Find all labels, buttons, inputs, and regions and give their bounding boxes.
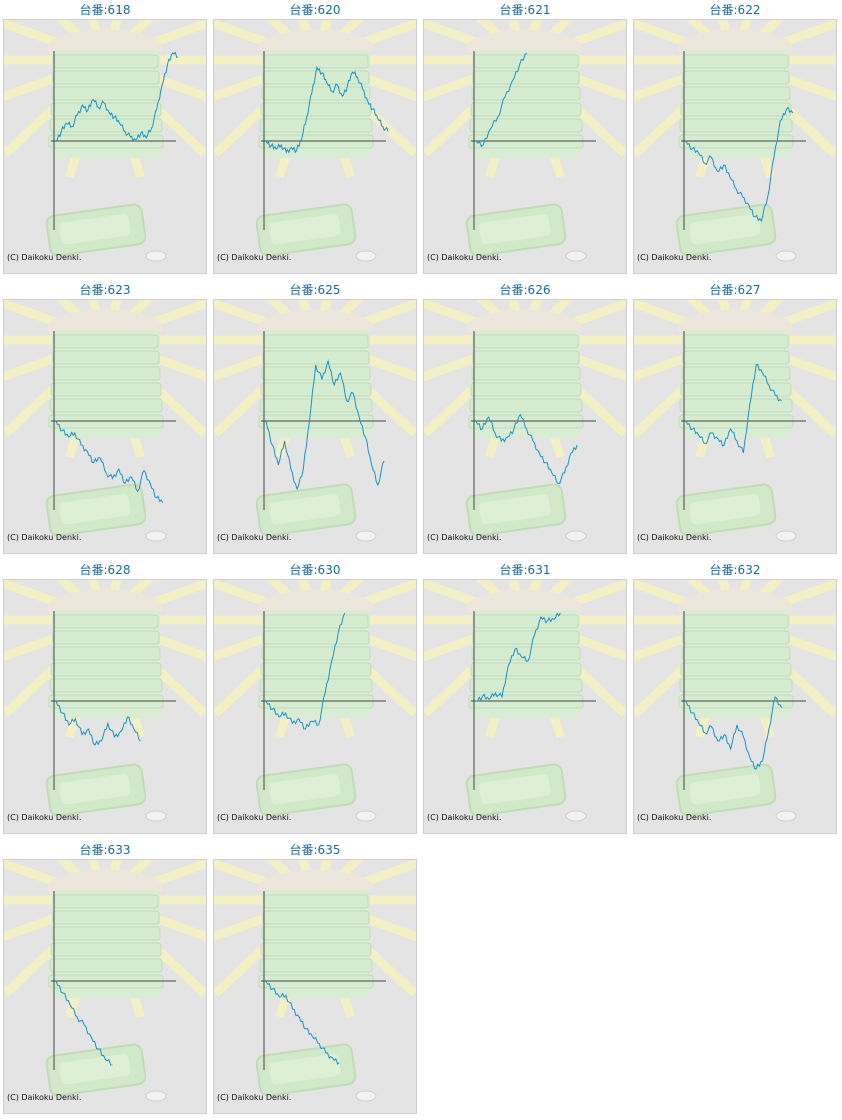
slump-plot — [51, 891, 176, 1070]
machine-card: 台番:621 (C) Daikoku Denki. — [423, 0, 627, 276]
machine-number-title[interactable]: 台番:628 — [79, 563, 131, 577]
slump-plot — [471, 331, 596, 510]
background-illustration — [4, 300, 206, 553]
slump-graph: (C) Daikoku Denki. — [633, 19, 837, 274]
background-illustration — [424, 20, 626, 273]
slump-line — [265, 612, 346, 730]
machine-number-title[interactable]: 台番:623 — [79, 283, 131, 297]
copyright-text: (C) Daikoku Denki. — [217, 813, 292, 822]
slump-line — [685, 363, 782, 454]
slump-plot — [261, 891, 386, 1070]
machine-card: 台番:633 (C) Daikoku Denki. — [3, 840, 207, 1116]
machine-number-title[interactable]: 台番:621 — [499, 3, 551, 17]
machine-number-title[interactable]: 台番:633 — [79, 843, 131, 857]
slump-line — [475, 52, 528, 148]
machine-card: 台番:632 (C) Daikoku Denki. — [633, 560, 837, 836]
background-illustration — [634, 300, 836, 553]
machine-number-title[interactable]: 台番:620 — [289, 3, 341, 17]
machine-card: 台番:625 (C) Daikoku Denki. — [213, 280, 417, 556]
slump-line — [55, 980, 113, 1066]
copyright-text: (C) Daikoku Denki. — [217, 1093, 292, 1102]
slump-graph: (C) Daikoku Denki. — [423, 579, 627, 834]
slump-graph: (C) Daikoku Denki. — [633, 579, 837, 834]
copyright-text: (C) Daikoku Denki. — [217, 253, 292, 262]
machine-card: 台番:627 (C) Daikoku Denki. — [633, 280, 837, 556]
background-illustration — [4, 20, 206, 273]
background-illustration — [214, 860, 416, 1113]
slump-plot — [471, 611, 596, 790]
slump-graph: (C) Daikoku Denki. — [423, 299, 627, 554]
machine-card: 台番:623 (C) Daikoku Denki. — [3, 280, 207, 556]
slump-line — [55, 420, 164, 503]
background-illustration — [424, 580, 626, 833]
machine-number-title[interactable]: 台番:630 — [289, 563, 341, 577]
machine-number-title[interactable]: 台番:626 — [499, 283, 551, 297]
slump-plot — [51, 611, 176, 790]
slump-graph: (C) Daikoku Denki. — [3, 859, 207, 1114]
machine-card: 台番:622 (C) Daikoku Denki. — [633, 0, 837, 276]
machine-number-title[interactable]: 台番:632 — [709, 563, 761, 577]
copyright-text: (C) Daikoku Denki. — [637, 813, 712, 822]
slump-graph: (C) Daikoku Denki. — [213, 299, 417, 554]
machine-number-title[interactable]: 台番:631 — [499, 563, 551, 577]
copyright-text: (C) Daikoku Denki. — [427, 813, 502, 822]
copyright-text: (C) Daikoku Denki. — [7, 1093, 82, 1102]
slump-plot — [261, 51, 389, 230]
slump-line — [475, 612, 561, 702]
slump-graph: (C) Daikoku Denki. — [213, 19, 417, 274]
slump-plot — [681, 611, 806, 790]
slump-line — [475, 413, 578, 484]
slump-graph: (C) Daikoku Denki. — [3, 299, 207, 554]
slump-graph: (C) Daikoku Denki. — [213, 859, 417, 1114]
copyright-text: (C) Daikoku Denki. — [217, 533, 292, 542]
slump-line — [55, 51, 179, 142]
machine-number-title[interactable]: 台番:627 — [709, 283, 761, 297]
slump-line — [685, 696, 783, 770]
slump-graph: (C) Daikoku Denki. — [423, 19, 627, 274]
machine-card: 台番:626 (C) Daikoku Denki. — [423, 280, 627, 556]
background-illustration — [214, 300, 416, 553]
background-illustration — [214, 20, 416, 273]
machine-card: 台番:630 (C) Daikoku Denki. — [213, 560, 417, 836]
background-illustration — [634, 20, 836, 273]
machine-card: 台番:631 (C) Daikoku Denki. — [423, 560, 627, 836]
copyright-text: (C) Daikoku Denki. — [637, 253, 712, 262]
background-illustration — [4, 580, 206, 833]
machine-number-title[interactable]: 台番:618 — [79, 3, 131, 17]
slump-plot — [51, 51, 179, 230]
slump-plot — [681, 331, 806, 510]
copyright-text: (C) Daikoku Denki. — [7, 813, 82, 822]
slump-line — [265, 980, 340, 1065]
machine-card: 台番:620 (C) Daikoku Denki. — [213, 0, 417, 276]
copyright-text: (C) Daikoku Denki. — [637, 533, 712, 542]
copyright-text: (C) Daikoku Denki. — [7, 533, 82, 542]
background-illustration — [214, 580, 416, 833]
machine-number-title[interactable]: 台番:625 — [289, 283, 341, 297]
slump-plot — [681, 51, 806, 230]
slump-graph: (C) Daikoku Denki. — [213, 579, 417, 834]
background-illustration — [634, 580, 836, 833]
slump-line — [265, 359, 385, 491]
slump-line — [55, 700, 141, 746]
slump-graph: (C) Daikoku Denki. — [633, 299, 837, 554]
machine-number-title[interactable]: 台番:635 — [289, 843, 341, 857]
slump-plot — [471, 51, 596, 230]
machine-card: 台番:628 (C) Daikoku Denki. — [3, 560, 207, 836]
slump-line — [685, 106, 794, 223]
machine-number-title[interactable]: 台番:622 — [709, 3, 761, 17]
copyright-text: (C) Daikoku Denki. — [427, 533, 502, 542]
slump-line — [265, 65, 389, 154]
copyright-text: (C) Daikoku Denki. — [7, 253, 82, 262]
slump-graph: (C) Daikoku Denki. — [3, 579, 207, 834]
slump-graph: (C) Daikoku Denki. — [3, 19, 207, 274]
machine-card: 台番:618 (C) Daikoku Denki. — [3, 0, 207, 276]
slump-plot — [51, 331, 176, 510]
slump-plot — [261, 611, 386, 790]
copyright-text: (C) Daikoku Denki. — [427, 253, 502, 262]
machine-card: 台番:635 (C) Daikoku Denki. — [213, 840, 417, 1116]
background-illustration — [4, 860, 206, 1113]
slump-plot — [261, 331, 386, 510]
